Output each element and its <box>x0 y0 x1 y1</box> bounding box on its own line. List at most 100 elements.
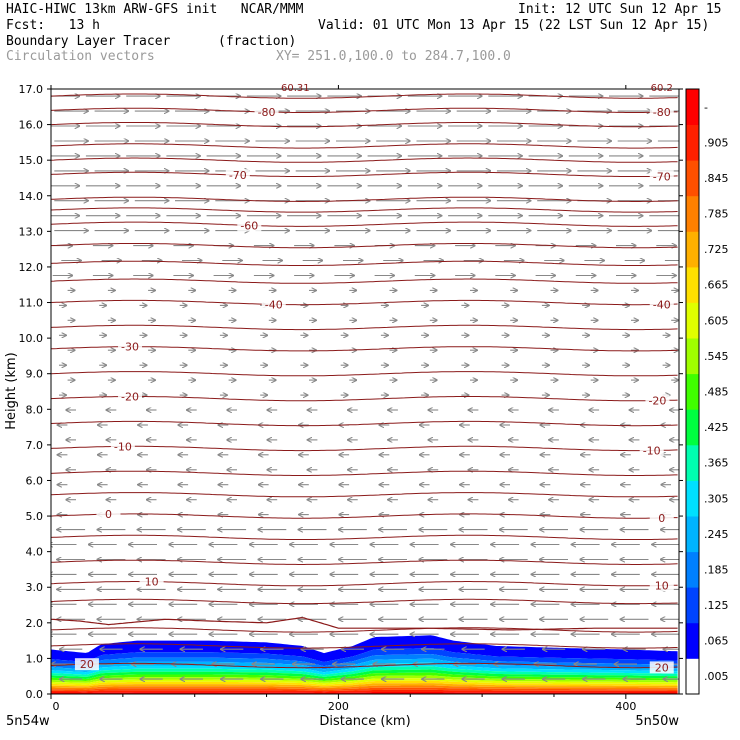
contour-label--20: -20 <box>648 395 666 408</box>
y-tick-label: 1.0 <box>26 652 44 665</box>
contour-label--30: -30 <box>121 341 139 354</box>
temperature-contour--40 <box>51 299 678 306</box>
contour-label--20: -20 <box>121 390 139 403</box>
temperature-contour <box>51 559 678 565</box>
contour-label-bg <box>237 219 262 232</box>
contour-label-bg <box>118 340 143 353</box>
colorbar: .005 .065 .125 .185 .245 .305 .365 .425 .485 .545… <box>685 88 729 695</box>
colorbar-label: .305 <box>704 492 729 505</box>
temperature-contour-0 <box>51 513 678 519</box>
wind-vector-layer <box>51 96 679 679</box>
tracer-band-1 <box>51 635 678 662</box>
contour-label--40: -40 <box>265 298 283 311</box>
colorbar-label: .665 <box>704 279 729 292</box>
tracer-band-4 <box>51 658 678 673</box>
colorbar-segment <box>686 551 699 588</box>
contour-label-0: 0 <box>105 508 112 521</box>
colorbar-label: .245 <box>704 528 729 541</box>
y-tick-label: 12.0 <box>19 261 44 274</box>
contour-label-20: 20 <box>80 658 94 671</box>
colorbar-segment <box>686 266 699 303</box>
colorbar-segment <box>686 516 699 553</box>
colorbar-label: .785 <box>704 208 729 221</box>
contour-label-bg <box>649 579 674 592</box>
temperature-contour <box>51 598 678 605</box>
axes-layer: 0.0 1.0 2.0 3.0 4.0 5.0 6.0 7.0 8.0 9.0 10.0 11.0 12… <box>19 83 683 713</box>
colorbar-label: .545 <box>704 350 729 363</box>
x-axis-label: Distance (km) <box>319 714 410 729</box>
model-title: HAIC-HIWC 13km ARW-GFS init NCAR/MMM <box>6 2 304 17</box>
forecast-hour: Fcst: 13 h <box>6 18 100 33</box>
y-axis-label: Height (km) <box>4 352 19 429</box>
y-tick-label: 8.0 <box>26 403 44 416</box>
temperature-contour <box>51 420 678 427</box>
x-tick-label: 400 <box>615 700 636 713</box>
overlay-name: Circulation vectors <box>6 49 155 64</box>
tracer-band-2 <box>51 648 678 667</box>
temperature-contour--10 <box>51 445 678 452</box>
contour-label-bg <box>649 170 674 183</box>
temperature-contour--70 <box>51 171 678 177</box>
colorbar-label: .605 <box>704 314 729 327</box>
colorbar-segment <box>686 124 699 161</box>
temperature-contour <box>51 157 678 163</box>
temperature-contour <box>51 470 678 476</box>
tracer-band-9 <box>51 675 678 683</box>
contour-label-bg <box>96 508 121 521</box>
contour-label--80: -80 <box>653 106 671 119</box>
contour-label-bg <box>639 444 664 457</box>
contour-label-bg <box>645 394 670 407</box>
colorbar-segment <box>686 622 699 659</box>
contour-label-bg <box>649 106 674 119</box>
x-left-location: 5n54w <box>6 714 50 729</box>
y-tick-label: 10.0 <box>19 332 44 345</box>
temperature-contour--80 <box>51 107 678 113</box>
colorbar-label: .725 <box>704 243 729 256</box>
contour-label--10: -10 <box>114 440 132 453</box>
contour-label--80: -80 <box>258 106 276 119</box>
contour-label-bg <box>649 511 674 524</box>
colorbar-label: .365 <box>704 457 729 470</box>
valid-time: Valid: 01 UTC Mon 13 Apr 15 (22 LST Sun … <box>318 18 710 33</box>
colorbar-segment <box>686 338 699 375</box>
contour-label-0: 0 <box>658 512 665 525</box>
colorbar-segment <box>686 231 699 268</box>
x-right-location: 5n50w <box>635 714 679 729</box>
colorbar-label: .845 <box>704 172 729 185</box>
y-tick-label: 4.0 <box>26 546 44 559</box>
contour-label--10: -10 <box>643 444 661 457</box>
colorbar-segment <box>686 480 699 517</box>
temperature-contour <box>51 207 678 213</box>
tracer-band-12 <box>51 683 678 688</box>
y-tick-label: 17.0 <box>19 83 44 96</box>
contour-label--60: -60 <box>240 219 258 232</box>
colorbar-segment <box>686 302 699 339</box>
contour-label-bg <box>139 575 164 588</box>
temperature-contour <box>51 243 678 249</box>
temperature-contour <box>51 371 678 377</box>
tracer-band-15 <box>51 689 678 693</box>
y-tick-label: 2.0 <box>26 617 44 630</box>
colorbar-label: .065 <box>704 635 729 648</box>
y-tick-label: 7.0 <box>26 439 44 452</box>
colorbar-label: .005 <box>704 670 729 683</box>
top-contour-label: 60.2 <box>651 83 673 94</box>
temperature-contour <box>51 122 678 128</box>
contour-label-bg <box>649 298 674 311</box>
contour-label-bg <box>110 440 135 453</box>
colorbar-label: .125 <box>704 599 729 612</box>
colorbar-segment <box>686 444 699 481</box>
temperature-contour <box>51 260 678 266</box>
top-contour-label: 60.31 <box>281 83 310 94</box>
y-tick-label: 15.0 <box>19 154 44 167</box>
tracer-band-3 <box>51 654 678 670</box>
temperature-contour <box>51 196 678 202</box>
plot-frame <box>50 88 680 695</box>
y-tick-label: 9.0 <box>26 368 44 381</box>
y-tick-label: 3.0 <box>26 581 44 594</box>
temperature-contour <box>51 643 678 649</box>
contour-label-10: 10 <box>145 576 159 589</box>
colorbar-label: .905 <box>704 136 729 149</box>
temperature-contour <box>51 534 678 540</box>
